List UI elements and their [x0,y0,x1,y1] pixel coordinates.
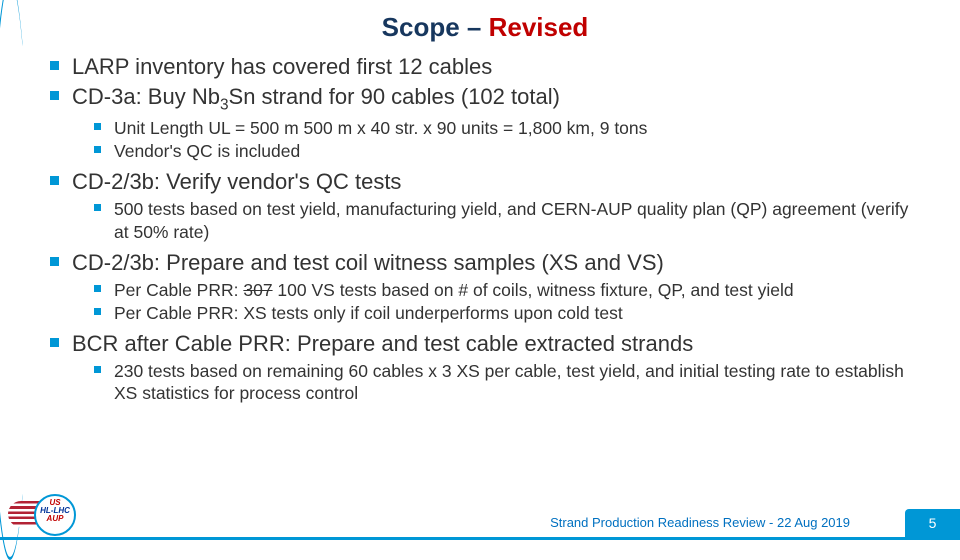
bullet-text: LARP inventory has covered first 12 cabl… [72,54,492,79]
bullet-item: CD-3a: Buy Nb3Sn strand for 90 cables (1… [50,83,920,162]
sub-item: Unit Length UL = 500 m 500 m x 40 str. x… [94,117,920,139]
bullet-item: CD-2/3b: Prepare and test coil witness s… [50,249,920,324]
sub-list: 230 tests based on remaining 60 cables x… [72,360,920,405]
bullet-text: BCR after Cable PRR: Prepare and test ca… [72,331,693,356]
title-part2: Revised [489,12,589,42]
strikethrough-text: 307 [243,280,272,300]
sub-list: Unit Length UL = 500 m 500 m x 40 str. x… [72,117,920,162]
bullet-list: LARP inventory has covered first 12 cabl… [50,53,920,405]
bullet-item: BCR after Cable PRR: Prepare and test ca… [50,330,920,405]
slide-content: Scope – Revised LARP inventory has cover… [0,0,960,540]
logo-text: US HL-LHC AUP [40,499,70,523]
sub-list: Per Cable PRR: 307 100 VS tests based on… [72,279,920,324]
footer: US HL-LHC AUP Strand Production Readines… [0,490,960,540]
logo: US HL-LHC AUP [8,494,108,534]
bullet-item: CD-2/3b: Verify vendor's QC tests 500 te… [50,168,920,243]
footer-text: Strand Production Readiness Review - 22 … [550,515,850,530]
bullet-text: CD-2/3b: Prepare and test coil witness s… [72,250,664,275]
sub-list: 500 tests based on test yield, manufactu… [72,198,920,243]
title-part1: Scope – [382,12,489,42]
bullet-text: CD-2/3b: Verify vendor's QC tests [72,169,401,194]
bullet-item: LARP inventory has covered first 12 cabl… [50,53,920,81]
sub-item: 230 tests based on remaining 60 cables x… [94,360,920,405]
page-number: 5 [905,509,960,537]
sub-item: Vendor's QC is included [94,140,920,162]
bullet-text: CD-3a: Buy Nb3Sn strand for 90 cables (1… [72,84,560,109]
sub-item: 500 tests based on test yield, manufactu… [94,198,920,243]
sub-item: Per Cable PRR: XS tests only if coil und… [94,302,920,324]
sub-item: Per Cable PRR: 307 100 VS tests based on… [94,279,920,301]
slide-title: Scope – Revised [50,12,920,43]
